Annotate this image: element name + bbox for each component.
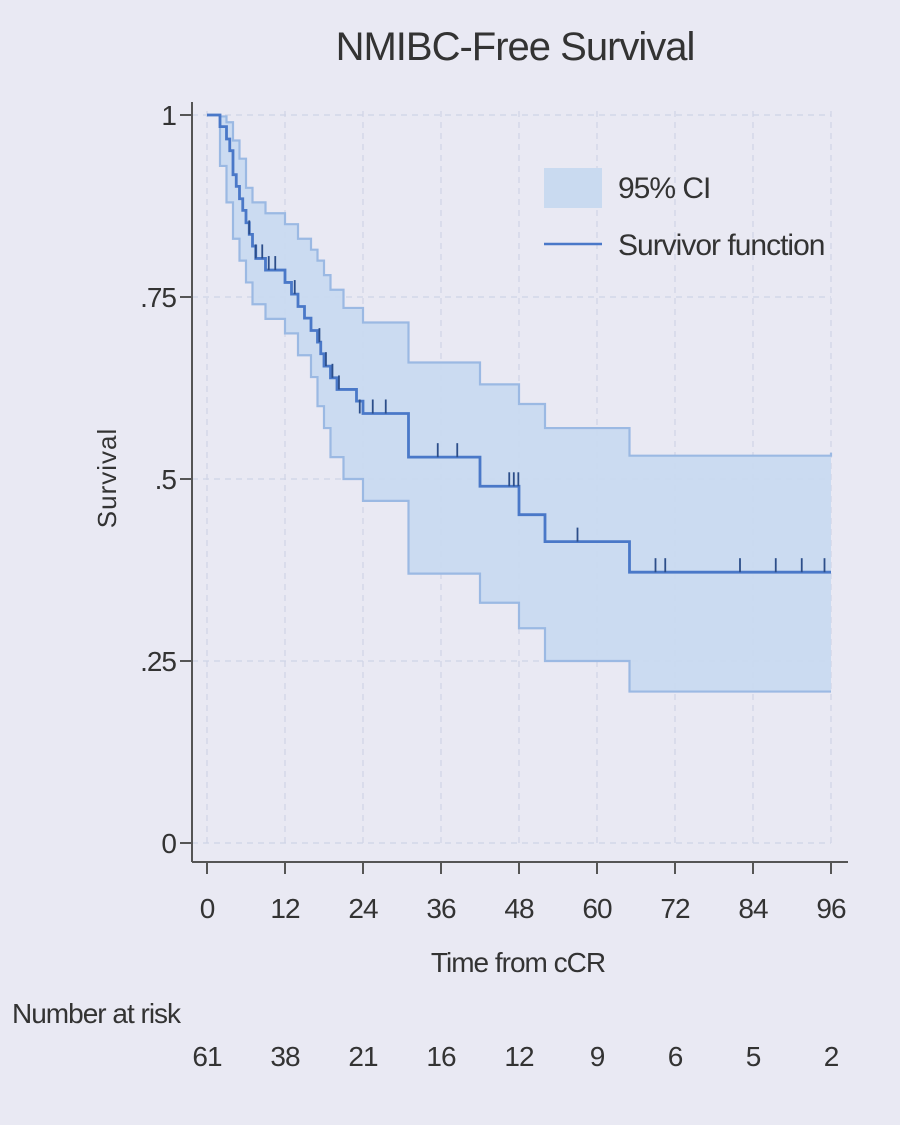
ci-lower-line xyxy=(207,113,831,693)
x-tick-label: 72 xyxy=(660,893,690,924)
legend: 95% CI Survivor function xyxy=(544,168,825,262)
x-tick-label: 0 xyxy=(200,893,215,924)
x-tick-label: 96 xyxy=(816,893,846,924)
x-axis-ticks: 0 12 24 36 48 60 72 84 96 xyxy=(200,862,847,924)
number-at-risk-value: 16 xyxy=(426,1041,456,1072)
censor-marks xyxy=(248,220,826,573)
y-axis-label: Survival xyxy=(92,428,122,528)
x-tick-label: 48 xyxy=(504,893,534,924)
number-at-risk-value: 21 xyxy=(348,1041,378,1072)
y-tick-label: 1 xyxy=(161,100,176,131)
x-tick-label: 84 xyxy=(738,893,768,924)
survivor-function-line xyxy=(207,113,831,574)
number-at-risk-value: 12 xyxy=(504,1041,534,1072)
legend-label-ci: 95% CI xyxy=(618,172,710,205)
y-tick-label: .25 xyxy=(140,646,176,677)
number-at-risk-label: Number at risk xyxy=(12,998,182,1029)
legend-label-line: Survivor function xyxy=(618,229,824,262)
number-at-risk-value: 5 xyxy=(746,1041,761,1072)
y-tick-label: .75 xyxy=(140,282,176,313)
y-tick-label: .5 xyxy=(155,464,177,495)
number-at-risk-value: 2 xyxy=(824,1041,839,1072)
number-at-risk-value: 61 xyxy=(192,1041,222,1072)
x-tick-label: 36 xyxy=(426,893,456,924)
x-tick-label: 24 xyxy=(348,893,378,924)
number-at-risk-value: 9 xyxy=(590,1041,605,1072)
legend-swatch-ci xyxy=(544,168,602,208)
x-tick-label: 60 xyxy=(582,893,612,924)
ci-upper-line xyxy=(207,113,833,457)
survival-line xyxy=(207,113,831,574)
number-at-risk-value: 38 xyxy=(270,1041,300,1072)
y-axis-ticks: 0 .25 .5 .75 1 xyxy=(140,100,192,859)
x-axis-label: Time from cCR xyxy=(431,947,605,978)
number-at-risk-values: 61 38 21 16 12 9 6 5 2 xyxy=(192,1041,839,1072)
number-at-risk-value: 6 xyxy=(668,1041,683,1072)
ci-band xyxy=(207,113,833,693)
x-tick-label: 12 xyxy=(270,893,300,924)
y-tick-label: 0 xyxy=(161,828,176,859)
chart-title: NMIBC-Free Survival xyxy=(336,25,695,69)
